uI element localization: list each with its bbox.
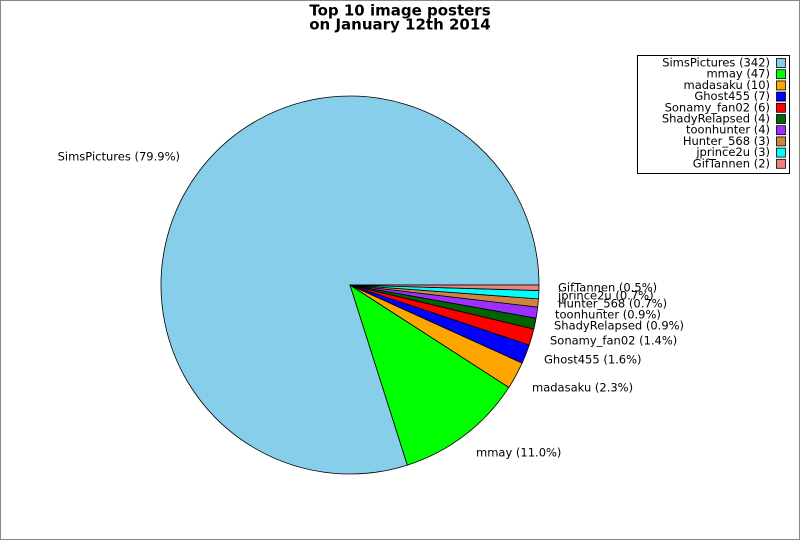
slice-label: SimsPictures (79.9%) <box>58 150 180 164</box>
chart-title: on January 12th 2014 <box>309 16 490 34</box>
legend-swatch <box>776 158 786 169</box>
slice-label: GifTannen (0.5%) <box>558 281 657 295</box>
legend-swatch <box>776 102 786 113</box>
legend-box <box>637 55 790 174</box>
legend-label: Ghost455 (7) <box>694 89 770 103</box>
legend-swatch <box>776 80 786 91</box>
legend-label: toonhunter (4) <box>686 123 770 137</box>
legend-swatch <box>776 114 786 124</box>
legend-label: SimsPictures (342) <box>662 56 770 70</box>
legend-label: Hunter_568 (3) <box>683 134 770 148</box>
slice-label: madasaku (2.3%) <box>532 381 633 395</box>
legend-label: mmay (47) <box>706 67 770 81</box>
legend-swatch <box>776 91 786 102</box>
slice-label: Ghost455 (1.6%) <box>544 353 642 367</box>
slice-label: jprince2u (0.7%) <box>557 289 654 303</box>
chart-title: Top 10 image posters <box>309 2 490 20</box>
legend-swatch <box>776 136 786 147</box>
pie-slice <box>349 284 510 466</box>
legend-swatch <box>776 147 786 158</box>
legend-swatch <box>776 69 786 80</box>
slice-label: ShadyRelapsed (0.9%) <box>554 319 684 333</box>
pie-slice <box>349 284 540 291</box>
slice-label: mmay (11.0%) <box>476 446 561 460</box>
legend-label: Sonamy_fan02 (6) <box>665 100 770 114</box>
legend-swatch <box>776 58 786 68</box>
legend-label: GifTannen (2) <box>693 156 770 170</box>
slice-label: Hunter_568 (0.7%) <box>558 297 667 311</box>
legend-label: jprince2u (3) <box>695 145 770 159</box>
slice-label: Sonamy_fan02 (1.4%) <box>550 334 677 348</box>
legend-label: ShadyRelapsed (4) <box>662 112 770 126</box>
legend-swatch <box>776 125 786 136</box>
legend-label: madasaku (10) <box>684 78 771 92</box>
slice-label: toonhunter (0.9%) <box>555 308 661 322</box>
